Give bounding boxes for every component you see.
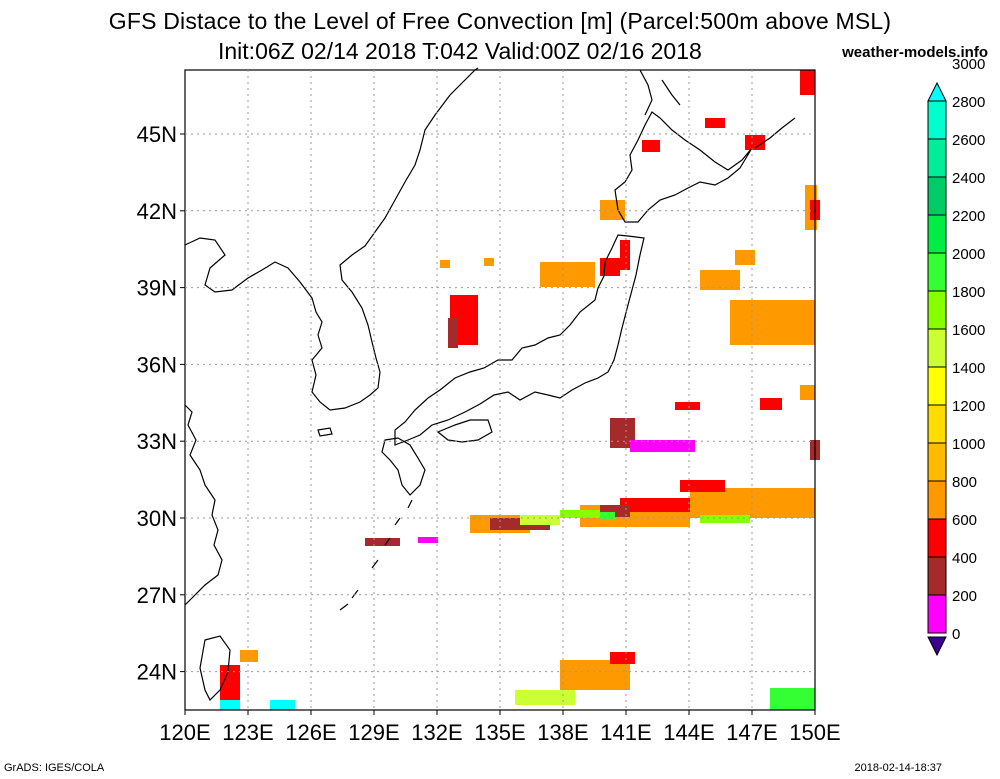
colorbar-box [927,480,947,520]
map-subtitle: Init:06Z 02/14 2018 T:042 Valid:00Z 02/1… [218,38,702,64]
field-patch [675,402,700,410]
field-patch [560,510,600,518]
colorbar-label: 0 [952,626,960,643]
field-patch [700,270,740,290]
field-patch [642,140,660,152]
colorbar-box [927,176,947,216]
colorbar-label: 2200 [952,208,985,225]
field-patch [770,688,815,710]
field-patch [448,318,458,348]
field-patch [220,665,240,700]
lon-tick-label: 123E [222,720,273,745]
colorbar-box [927,138,947,178]
colorbar-box [927,404,947,444]
map-axes: 120E 123E 126E 129E 132E 135E 138E 141E 144E 147E… [137,69,841,745]
lat-tick-label: 24N [137,660,177,685]
field-patch [270,700,295,710]
colorbar-box [927,556,947,596]
lat-tick-label: 33N [137,429,177,454]
field-patch [560,660,630,690]
lon-tick-label: 144E [663,720,714,745]
colorbar-label: 800 [952,474,977,491]
field-patch [700,515,750,523]
field-patch [680,480,725,492]
field-patch [735,250,755,265]
colorbar-label: 1600 [952,322,985,339]
colorbar-label: 1800 [952,284,985,301]
lat-tick-label: 39N [137,276,177,301]
map-title: GFS Distace to the Level of Free Convect… [108,8,892,34]
lon-tick-label: 126E [285,720,336,745]
colorbar-label: 1000 [952,436,985,453]
field-patch [630,440,695,452]
footer-credit: GrADS: IGES/COLA [4,762,105,774]
colorbar-label: 2000 [952,246,985,263]
lfc-field-shading [220,70,820,710]
colorbar-box [927,214,947,254]
field-patch [600,200,625,220]
field-patch [600,258,620,276]
field-patch [745,135,765,150]
colorbar-box [927,328,947,368]
lat-tick-label: 45N [137,122,177,147]
field-patch [620,498,690,512]
colorbar-label: 600 [952,512,977,529]
lat-tick-label: 30N [137,506,177,531]
colorbar-label: 1200 [952,398,985,415]
colorbar-label: 1400 [952,360,985,377]
field-patch [418,537,438,543]
field-patch [705,118,725,128]
colorbar-box [927,100,947,140]
colorbar-label: 400 [952,550,977,567]
lon-tick-label: 135E [474,720,525,745]
colorbar-label: 3000 [952,56,985,73]
field-patch [540,262,595,287]
field-patch [365,538,400,546]
colorbar-box [927,442,947,482]
lon-tick-label: 138E [537,720,588,745]
colorbar-box [927,252,947,292]
colorbar-label: 200 [952,588,977,605]
field-patch [515,690,575,705]
colorbar-label: 2800 [952,94,985,111]
lon-tick-label: 150E [789,720,840,745]
lon-tick-label: 147E [726,720,777,745]
field-patch [800,385,815,400]
colorbar-min-arrow [927,636,947,657]
lon-tick-label: 120E [159,720,210,745]
colorbar-max-arrow [927,81,947,102]
colorbar-label: 2600 [952,132,985,149]
field-patch [730,300,815,345]
lat-tick-label: 27N [137,583,177,608]
colorbar-box [927,518,947,558]
field-patch [610,652,635,664]
field-patch [600,512,615,520]
field-patch [484,258,494,266]
colorbar-box [927,290,947,330]
footer-timestamp: 2018-02-14-18:37 [854,762,942,774]
field-patch [520,515,560,525]
colorbar: 0 200 400 600 800 1000 1200 1400 1600 1800 2000 220… [927,56,985,657]
lat-tick-label: 42N [137,199,177,224]
field-patch [800,70,815,95]
colorbar-box [927,366,947,406]
lon-tick-label: 141E [600,720,651,745]
field-patch [240,650,258,662]
colorbar-label: 2400 [952,170,985,187]
field-patch [220,700,240,710]
colorbar-box [927,594,947,634]
field-patch [620,240,630,270]
lon-tick-label: 132E [411,720,462,745]
coastlines [184,67,796,702]
field-patch [440,260,450,268]
field-patch [760,398,782,410]
lat-tick-label: 36N [137,352,177,377]
lon-tick-label: 129E [348,720,399,745]
site-label: weather-models.info [842,44,988,61]
